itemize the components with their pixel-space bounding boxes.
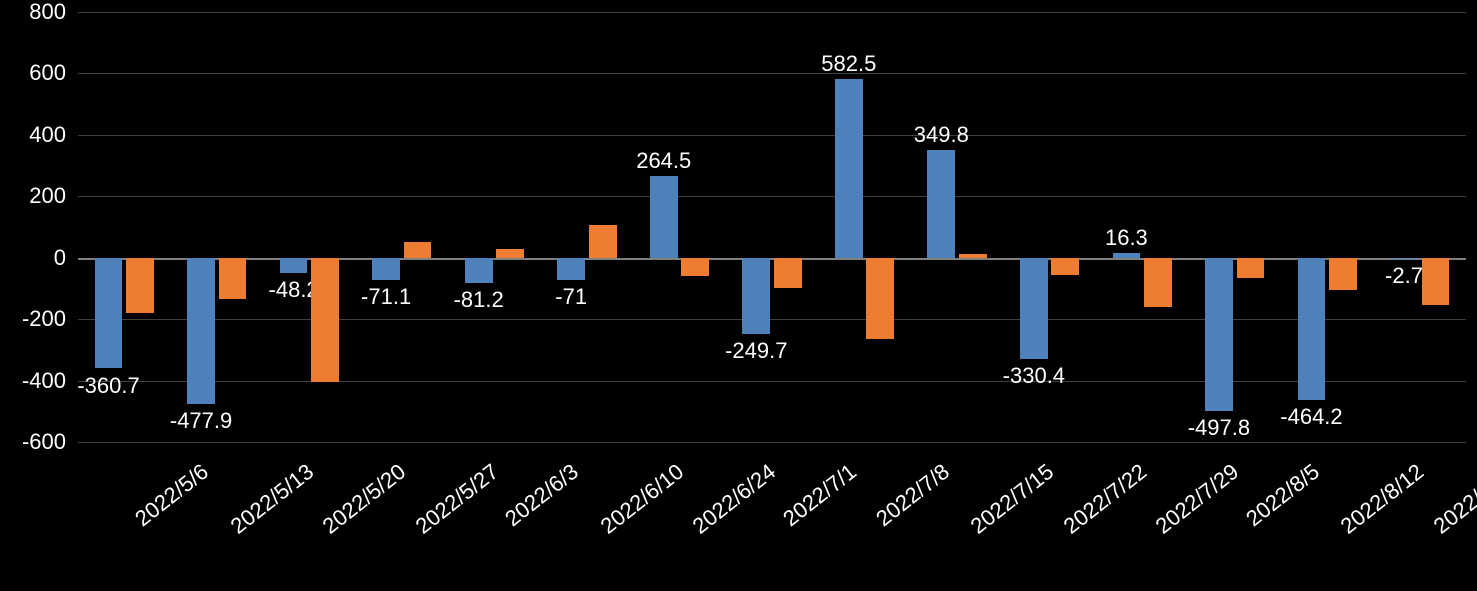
bar-chart: -360.7-477.9-48.2-71.1-81.2-71264.5-249.… [0, 0, 1477, 591]
x-tick-label: 2022/6/10 [596, 459, 689, 540]
data-label: -464.2 [1280, 404, 1342, 430]
gridline [78, 442, 1466, 443]
bar-series_a [465, 258, 493, 283]
x-tick-label: 2022/5/13 [226, 459, 319, 540]
bar-series_b [496, 249, 524, 258]
data-label: -2.7 [1385, 263, 1423, 289]
bar-series_a [927, 150, 955, 257]
data-label: -71.1 [361, 284, 411, 310]
bar-series_a [280, 258, 308, 273]
bar-series_b [681, 258, 709, 276]
gridline [78, 73, 1466, 74]
x-tick-label: 2022/7/15 [966, 459, 1059, 540]
plot-area: -360.7-477.9-48.2-71.1-81.2-71264.5-249.… [78, 12, 1466, 442]
data-label: 349.8 [914, 122, 969, 148]
bar-series_a [95, 258, 123, 369]
data-label: -330.4 [1003, 363, 1065, 389]
y-tick-label: -200 [0, 306, 66, 332]
bar-series_b [1051, 258, 1079, 275]
gridline [78, 381, 1466, 382]
x-tick-label: 2022/5/6 [130, 459, 213, 532]
x-tick-label: 2022/8/12 [1336, 459, 1429, 540]
bar-series_b [404, 242, 432, 257]
bar-series_a [1113, 253, 1141, 258]
data-label: -71 [555, 284, 587, 310]
bar-series_b [774, 258, 802, 289]
data-label: -81.2 [454, 287, 504, 313]
bar-series_a [1390, 258, 1418, 259]
y-tick-label: 0 [0, 245, 66, 271]
bar-series_b [1422, 258, 1450, 306]
x-tick-label: 2022/5/27 [411, 459, 504, 540]
y-tick-label: 400 [0, 122, 66, 148]
data-label: -249.7 [725, 338, 787, 364]
bar-series_a [1298, 258, 1326, 401]
bar-series_a [742, 258, 770, 335]
bar-series_b [959, 254, 987, 258]
y-tick-label: -600 [0, 429, 66, 455]
bar-series_b [1329, 258, 1357, 290]
bar-series_a [187, 258, 215, 405]
data-label: -497.8 [1188, 415, 1250, 441]
x-tick-label: 2022/7/29 [1151, 459, 1244, 540]
gridline [78, 319, 1466, 320]
bar-series_b [311, 258, 339, 382]
x-tick-label: 2022/6/3 [501, 459, 584, 532]
x-tick-label: 2022/7/8 [871, 459, 954, 532]
y-tick-label: 200 [0, 183, 66, 209]
bar-series_b [126, 258, 154, 313]
bar-series_a [372, 258, 400, 280]
data-label: 16.3 [1105, 225, 1148, 251]
gridline [78, 135, 1466, 136]
bar-series_b [1144, 258, 1172, 307]
y-tick-label: 600 [0, 60, 66, 86]
x-tick-label: 2022/8/5 [1241, 459, 1324, 532]
x-tick-label: 2022/6/24 [688, 459, 781, 540]
x-tick-label: 2022/7/1 [778, 459, 861, 532]
bar-series_b [1237, 258, 1265, 278]
bar-series_a [1205, 258, 1233, 411]
gridline [78, 12, 1466, 13]
bar-series_b [589, 225, 617, 257]
bar-series_b [219, 258, 247, 299]
data-label: -360.7 [77, 373, 139, 399]
bar-series_a [650, 176, 678, 257]
y-tick-label: 800 [0, 0, 66, 25]
x-tick-label: 2022/5/20 [318, 459, 411, 540]
data-label: 264.5 [636, 148, 691, 174]
gridline [78, 196, 1466, 197]
bar-series_a [1020, 258, 1048, 359]
x-tick-label: 2022/7/22 [1058, 459, 1151, 540]
data-label: 582.5 [821, 51, 876, 77]
x-tick-label: 2022/8/19 [1428, 459, 1477, 540]
bar-series_a [835, 79, 863, 258]
data-label: -477.9 [170, 408, 232, 434]
bar-series_a [557, 258, 585, 280]
bar-series_b [866, 258, 894, 339]
y-tick-label: -400 [0, 368, 66, 394]
